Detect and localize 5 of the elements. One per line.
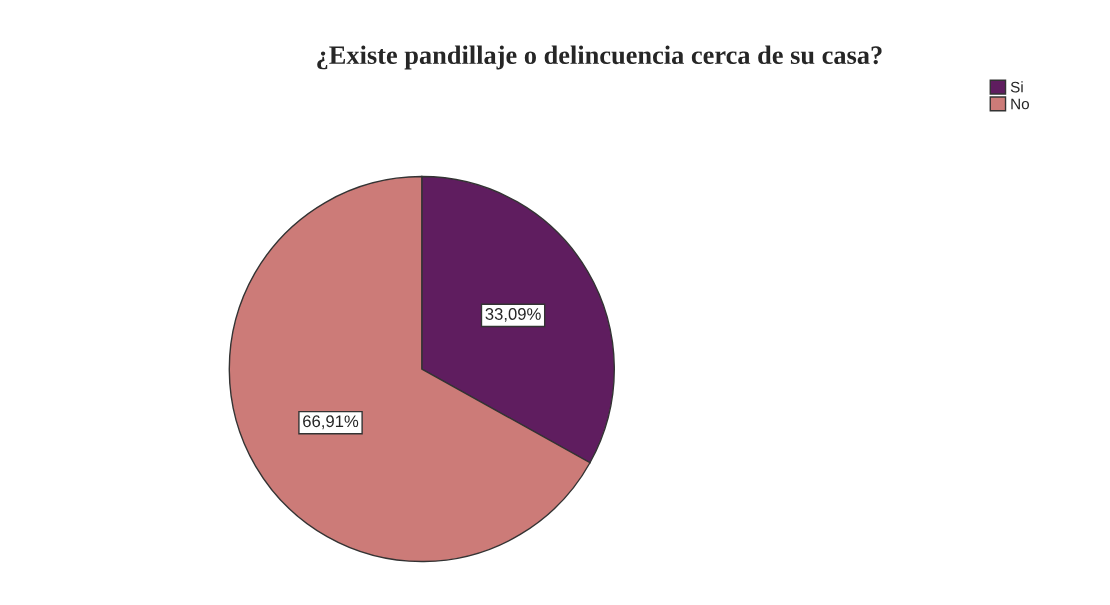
legend-label: No: [1011, 98, 1030, 110]
chart-title: ¿Existe pandillaje o delincuencia cerca de su casa?: [317, 45, 882, 70]
data-label: 66,91%: [303, 415, 359, 430]
legend-label: Si: [1010, 81, 1023, 93]
data-label: 33,09%: [485, 308, 541, 322]
